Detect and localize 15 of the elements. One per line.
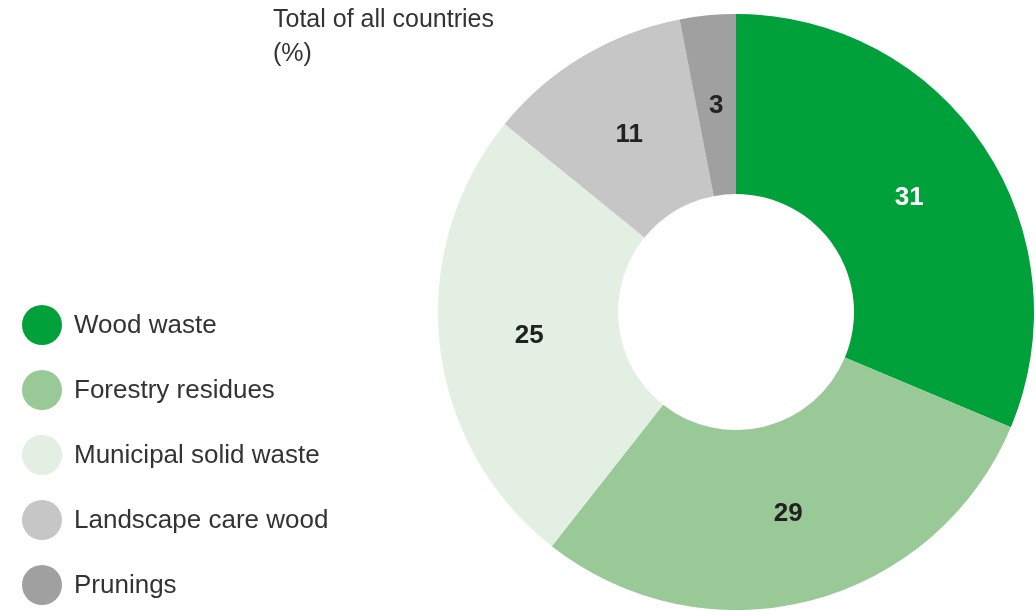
donut-slice	[551, 357, 1011, 610]
data-label: 29	[773, 497, 803, 528]
donut-slice	[438, 124, 664, 547]
legend-label: Prunings	[74, 569, 177, 599]
chart-title: Total of all countries (%)	[273, 4, 494, 66]
legend-label: Forestry residues	[74, 374, 275, 404]
donut-slice	[736, 14, 1034, 428]
data-label: 11	[615, 117, 643, 148]
data-label: 25	[514, 319, 544, 350]
data-label: 31	[894, 180, 924, 211]
legend-label: Landscape care wood	[74, 504, 329, 534]
legend-label: Municipal solid waste	[74, 439, 320, 469]
donut-slice	[679, 14, 736, 197]
legend-label: Wood waste	[74, 309, 217, 339]
data-label: 3	[708, 88, 724, 119]
